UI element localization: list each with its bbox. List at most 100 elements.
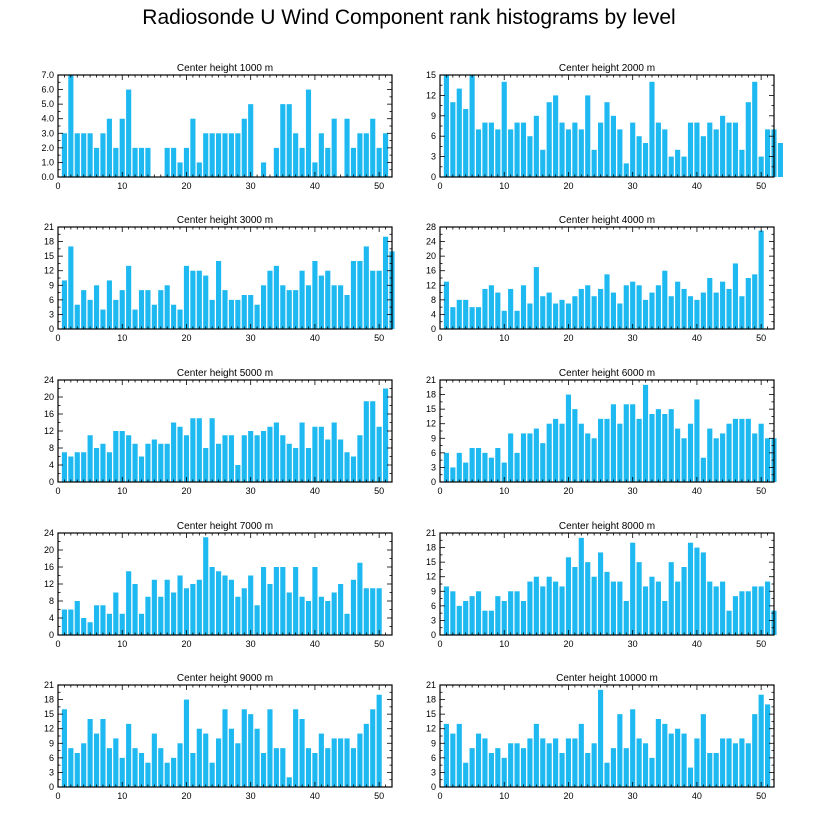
bar xyxy=(739,296,745,329)
bar xyxy=(508,433,514,482)
bar xyxy=(305,285,312,329)
bar xyxy=(758,230,764,329)
panel-title: Center height 6000 m xyxy=(559,368,655,379)
bar xyxy=(752,274,758,329)
bar xyxy=(443,75,449,177)
bar xyxy=(765,581,771,635)
bar xyxy=(119,290,125,329)
x-tick-label: 40 xyxy=(692,791,702,801)
bar xyxy=(463,462,469,482)
bar xyxy=(216,571,222,635)
bar xyxy=(305,448,312,482)
panel-3: Center height 3000 m 0 10 20 30 40 50 0 3 6 9 12 15 1… xyxy=(44,215,395,343)
bar xyxy=(293,709,299,787)
bar xyxy=(68,609,74,635)
y-tick-label: 3 xyxy=(49,309,54,319)
bar xyxy=(700,136,706,177)
x-tick-label: 10 xyxy=(499,486,509,496)
bar xyxy=(235,299,241,329)
bar xyxy=(81,133,87,177)
bar xyxy=(190,118,196,177)
bar xyxy=(93,147,100,177)
bar xyxy=(203,733,209,787)
bar xyxy=(720,281,726,329)
bar xyxy=(501,601,507,635)
y-tick-label: 7.0 xyxy=(41,70,54,80)
x-tick-label: 10 xyxy=(499,181,509,191)
bar xyxy=(707,122,713,177)
y-tick-label: 16 xyxy=(44,409,54,419)
bar xyxy=(533,428,539,482)
bar xyxy=(463,601,469,635)
panel-title: Center height 1000 m xyxy=(177,63,273,74)
bar xyxy=(100,309,106,329)
y-tick-label: 1.0 xyxy=(41,157,54,167)
bar xyxy=(546,292,552,329)
bar xyxy=(752,586,758,635)
y-tick-label: 0.0 xyxy=(41,172,54,182)
bar xyxy=(164,443,170,482)
bar xyxy=(93,605,100,635)
bar xyxy=(350,147,357,177)
x-tick-label: 0 xyxy=(55,333,60,343)
bar xyxy=(350,456,357,482)
bar xyxy=(119,118,125,177)
bar xyxy=(604,274,610,329)
x-tick-label: 30 xyxy=(246,486,256,496)
bar xyxy=(74,753,80,787)
y-tick-label: 9 xyxy=(431,433,436,443)
bar xyxy=(113,592,119,635)
bar xyxy=(636,562,642,635)
bar xyxy=(260,162,267,177)
bar xyxy=(106,748,112,787)
x-tick-label: 50 xyxy=(756,181,766,191)
bar xyxy=(655,409,661,482)
bar xyxy=(293,290,299,329)
bar xyxy=(331,285,337,329)
x-tick-label: 20 xyxy=(181,639,191,649)
x-tick-label: 30 xyxy=(246,181,256,191)
bar xyxy=(636,136,642,177)
bar xyxy=(636,418,642,482)
bar xyxy=(450,102,456,177)
y-tick-label: 8 xyxy=(49,443,54,453)
bar xyxy=(475,733,482,787)
bar xyxy=(713,129,719,177)
bar xyxy=(228,299,234,329)
bar xyxy=(649,414,655,482)
bar xyxy=(177,743,183,787)
y-tick-label: 3 xyxy=(431,615,436,625)
x-tick-label: 10 xyxy=(117,486,127,496)
bar xyxy=(299,422,305,482)
bar xyxy=(331,422,337,482)
bar xyxy=(450,467,456,482)
bar xyxy=(312,426,318,482)
bar xyxy=(610,404,616,482)
bar xyxy=(636,285,642,329)
bar xyxy=(235,133,241,177)
bar xyxy=(318,275,324,329)
bar xyxy=(553,303,559,329)
bar xyxy=(325,748,331,787)
y-tick-label: 12 xyxy=(426,572,436,582)
bar xyxy=(183,699,190,787)
bar xyxy=(203,448,209,482)
x-tick-label: 20 xyxy=(181,333,191,343)
bar xyxy=(74,304,80,329)
bar xyxy=(126,265,132,329)
bar xyxy=(765,438,771,482)
y-tick-label: 6.0 xyxy=(41,85,54,95)
y-tick-label: 0 xyxy=(49,477,54,487)
bar xyxy=(222,709,228,787)
bar xyxy=(681,438,687,482)
bar xyxy=(649,292,655,329)
y-tick-label: 15 xyxy=(426,557,436,567)
bar xyxy=(720,738,726,787)
y-tick-label: 0 xyxy=(49,324,54,334)
bar xyxy=(475,129,482,177)
bar xyxy=(681,733,687,787)
bar xyxy=(338,285,344,329)
x-tick-label: 50 xyxy=(756,639,766,649)
bar xyxy=(280,104,286,177)
bar xyxy=(501,310,507,329)
